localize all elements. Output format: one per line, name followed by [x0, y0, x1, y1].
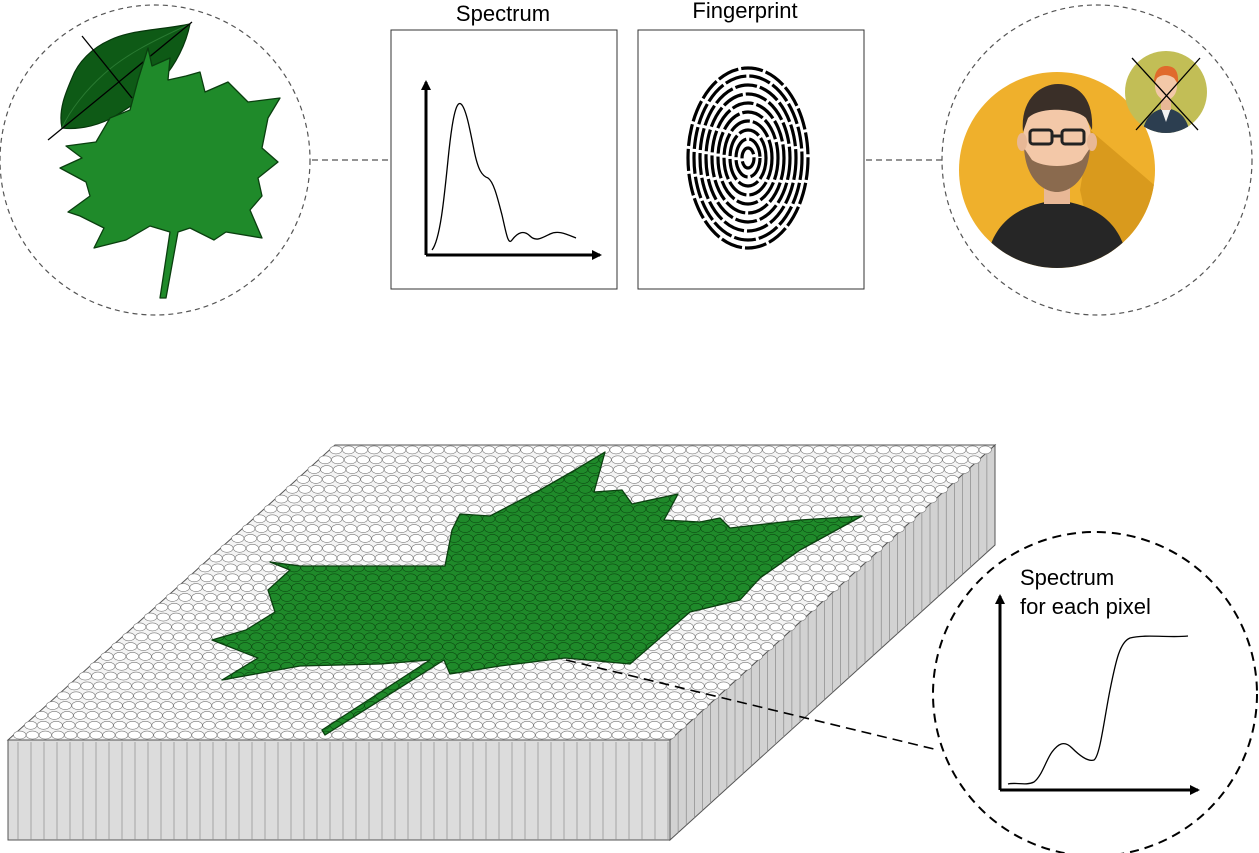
fingerprint-icon — [686, 66, 810, 250]
cube-maple-leaf — [211, 451, 863, 736]
spectrum-title: Spectrum — [456, 1, 550, 26]
pixel-spectrum-curve — [1007, 635, 1189, 785]
spectrum-panel: Spectrum — [390, 1, 618, 290]
leaf-identification-circle — [0, 4, 311, 316]
pixel-spectrum-circle: Spectrum for each pixel — [932, 531, 1258, 853]
pixel-spectrum-label-line1: Spectrum — [1020, 565, 1114, 590]
fingerprint-panel: Fingerprint — [637, 0, 865, 290]
pixel-cylinder-grid — [17, 452, 988, 840]
spectrum-curve — [431, 102, 577, 251]
person-identification-circle — [941, 4, 1253, 316]
pixel-spectrum-label-line2: for each pixel — [1020, 594, 1151, 619]
maple-leaf-icon — [59, 47, 281, 299]
hyperspectral-cube — [6, 443, 997, 842]
fingerprint-title: Fingerprint — [692, 0, 797, 23]
small-person-avatar-icon — [1125, 51, 1207, 133]
